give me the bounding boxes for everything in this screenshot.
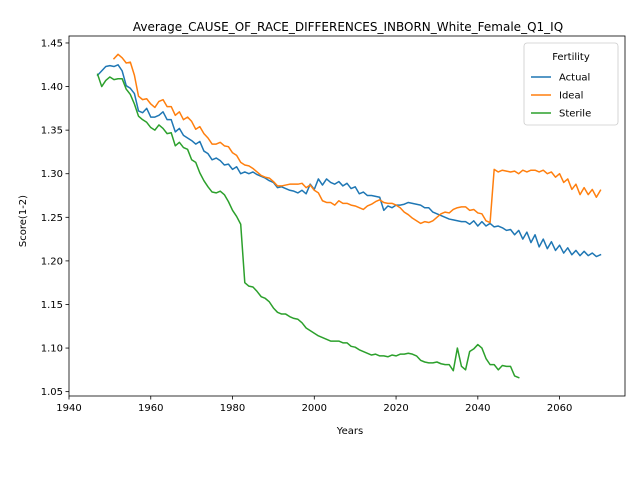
y-tick-label: 1.10 bbox=[41, 344, 63, 355]
y-tick-label: 1.30 bbox=[41, 169, 63, 180]
x-tick-label: 1960 bbox=[138, 403, 163, 414]
y-axis-label: Score(1-2) bbox=[18, 195, 29, 247]
legend-title: Fertility bbox=[552, 52, 590, 63]
y-tick-label: 1.25 bbox=[41, 213, 63, 224]
x-tick-label: 1980 bbox=[220, 403, 245, 414]
x-axis-label: Years bbox=[336, 426, 363, 437]
series-line-sterile bbox=[96, 73, 520, 379]
x-tick-label: 1940 bbox=[56, 403, 81, 414]
chart-title: Average_CAUSE_OF_RACE_DIFFERENCES_INBORN… bbox=[133, 20, 563, 34]
legend-item-sterile: Sterile bbox=[531, 109, 591, 120]
x-tick-label: 2040 bbox=[465, 403, 490, 414]
y-tick-label: 1.40 bbox=[41, 82, 63, 93]
legend-item-ideal: Ideal bbox=[531, 91, 583, 102]
y-tick-label: 1.15 bbox=[41, 300, 63, 311]
x-tick-label: 2020 bbox=[383, 403, 408, 414]
plot-frame bbox=[68, 35, 626, 397]
legend-box bbox=[523, 42, 619, 126]
y-tick-label: 1.20 bbox=[41, 256, 63, 267]
legend-label: Sterile bbox=[559, 109, 591, 120]
legend-label: Actual bbox=[559, 73, 590, 84]
legend-label: Ideal bbox=[559, 91, 583, 102]
y-axis: 1.05 1.10 1.15 1.20 1.25 1.30 1.35 1.40 1.45 bbox=[41, 38, 69, 398]
legend: Fertility Actual Ideal Sterile bbox=[523, 42, 619, 126]
series-line-ideal bbox=[112, 53, 602, 225]
x-tick-label: 2060 bbox=[547, 403, 572, 414]
plot-area bbox=[96, 53, 602, 379]
series-line-actual bbox=[96, 64, 602, 258]
y-tick-label: 1.35 bbox=[41, 126, 63, 137]
x-tick-label: 2000 bbox=[302, 403, 327, 414]
legend-item-actual: Actual bbox=[531, 73, 590, 84]
y-tick-label: 1.45 bbox=[41, 38, 63, 49]
y-tick-label: 1.05 bbox=[41, 387, 63, 398]
x-axis: 1940 1960 1980 2000 2020 2040 2060 bbox=[56, 396, 572, 414]
